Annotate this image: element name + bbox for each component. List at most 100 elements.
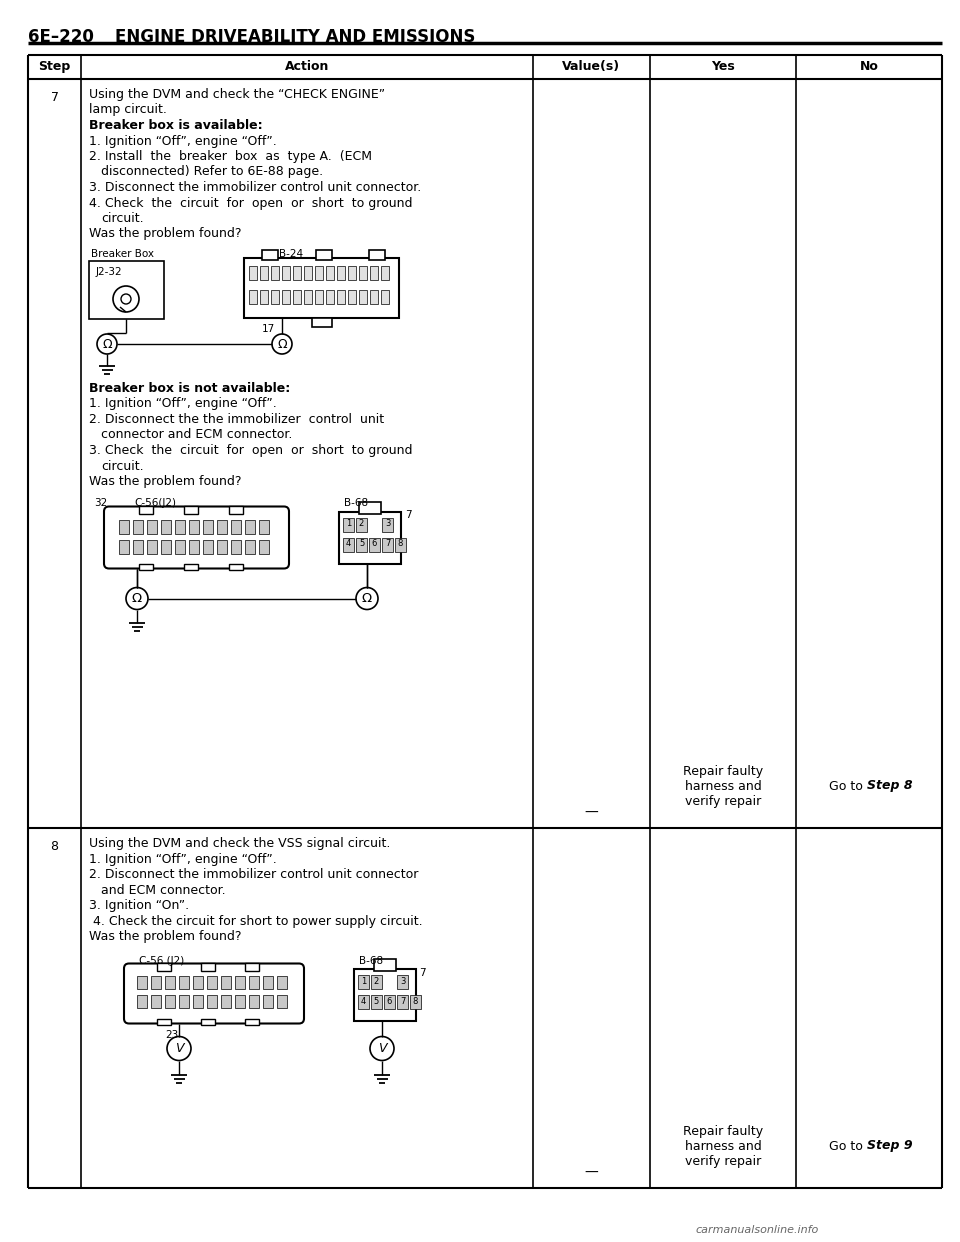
Bar [217, 539, 227, 554]
Bar [293, 289, 301, 304]
Text: Was the problem found?: Was the problem found? [89, 227, 242, 241]
Text: B-24: B-24 [279, 248, 303, 260]
Bar [229, 505, 243, 513]
Text: 3: 3 [385, 519, 390, 529]
Text: 2. Install  the  breaker  box  as  type A.  (ECM: 2. Install the breaker box as type A. (E… [89, 150, 372, 163]
Text: Step: Step [38, 60, 71, 73]
Bar [119, 539, 129, 554]
Text: Ω: Ω [362, 592, 372, 605]
Bar [277, 975, 287, 989]
Bar [271, 289, 279, 304]
Bar [343, 518, 354, 532]
Bar [189, 519, 199, 534]
Bar [356, 538, 367, 551]
Text: Go to: Go to [829, 780, 867, 792]
Bar [359, 502, 381, 513]
Text: 6: 6 [372, 539, 377, 549]
Text: 1. Ignition “Off”, engine “Off”.: 1. Ignition “Off”, engine “Off”. [89, 852, 276, 866]
Text: connector and ECM connector.: connector and ECM connector. [101, 428, 293, 441]
Bar [235, 995, 245, 1007]
Bar [356, 518, 367, 532]
Text: 1. Ignition “Off”, engine “Off”.: 1. Ignition “Off”, engine “Off”. [89, 397, 276, 411]
FancyBboxPatch shape [124, 964, 304, 1023]
Bar [139, 505, 153, 513]
Bar [369, 538, 380, 551]
Text: Step 8: Step 8 [867, 780, 913, 792]
Bar [260, 289, 268, 304]
Text: 4. Check the circuit for short to power supply circuit.: 4. Check the circuit for short to power … [89, 914, 422, 928]
Bar [161, 539, 171, 554]
Bar [282, 266, 290, 279]
Bar [245, 519, 255, 534]
Text: Step 9: Step 9 [867, 1139, 913, 1153]
Text: No: No [859, 60, 878, 73]
Bar [119, 519, 129, 534]
Bar [315, 289, 323, 304]
Bar [381, 266, 389, 279]
Bar [293, 266, 301, 279]
Bar [231, 519, 241, 534]
Bar [249, 995, 259, 1007]
Bar [359, 266, 367, 279]
Text: ENGINE DRIVEABILITY AND EMISSIONS: ENGINE DRIVEABILITY AND EMISSIONS [115, 29, 475, 46]
Text: 7: 7 [385, 539, 390, 549]
Text: Repair faulty
harness and
verify repair: Repair faulty harness and verify repair [683, 1124, 763, 1167]
Bar [339, 512, 401, 564]
Bar [207, 995, 217, 1007]
Bar [312, 318, 332, 327]
Bar [151, 995, 161, 1007]
Bar [382, 538, 393, 551]
Text: Was the problem found?: Was the problem found? [89, 474, 242, 488]
Bar [384, 995, 395, 1009]
Bar [249, 289, 257, 304]
Bar [259, 519, 269, 534]
Bar [244, 258, 399, 318]
Bar [371, 995, 382, 1009]
Text: 2. Disconnect the immobilizer control unit connector: 2. Disconnect the immobilizer control un… [89, 868, 419, 881]
Bar [221, 975, 231, 989]
Text: disconnected) Refer to 6E-88 page.: disconnected) Refer to 6E-88 page. [101, 165, 324, 179]
Bar [282, 289, 290, 304]
Bar [193, 975, 203, 989]
Bar [235, 975, 245, 989]
Text: 8: 8 [51, 840, 59, 853]
Bar [161, 519, 171, 534]
Text: Using the DVM and check the “CHECK ENGINE”: Using the DVM and check the “CHECK ENGIN… [89, 88, 385, 101]
Bar [201, 963, 215, 970]
Text: V: V [377, 1042, 386, 1054]
Bar [259, 539, 269, 554]
Text: Breaker box is not available:: Breaker box is not available: [89, 383, 290, 395]
Bar [337, 289, 345, 304]
Bar [217, 519, 227, 534]
Bar [382, 518, 393, 532]
Bar [359, 289, 367, 304]
Text: 7: 7 [405, 510, 412, 520]
Text: 1. Ignition “Off”, engine “Off”.: 1. Ignition “Off”, engine “Off”. [89, 134, 276, 148]
Bar [207, 975, 217, 989]
Bar [410, 995, 421, 1009]
Text: 3. Ignition “On”.: 3. Ignition “On”. [89, 899, 189, 912]
Bar [381, 289, 389, 304]
Text: V: V [175, 1042, 183, 1054]
Text: Go to: Go to [829, 1139, 867, 1153]
Bar [133, 519, 143, 534]
Text: 7: 7 [419, 968, 425, 977]
Bar [263, 975, 273, 989]
Bar [358, 975, 369, 989]
Bar [137, 995, 147, 1007]
Bar [397, 975, 408, 989]
Bar [348, 289, 356, 304]
Bar [245, 539, 255, 554]
Text: circuit.: circuit. [101, 212, 144, 225]
Text: 3: 3 [399, 976, 405, 985]
Bar [151, 975, 161, 989]
Bar [245, 1018, 259, 1025]
Bar [201, 1018, 215, 1025]
Bar [89, 261, 164, 319]
Bar [395, 538, 406, 551]
Bar [147, 539, 157, 554]
Bar [179, 975, 189, 989]
Text: 5: 5 [359, 539, 364, 549]
Bar [157, 1018, 171, 1025]
Bar [175, 519, 185, 534]
